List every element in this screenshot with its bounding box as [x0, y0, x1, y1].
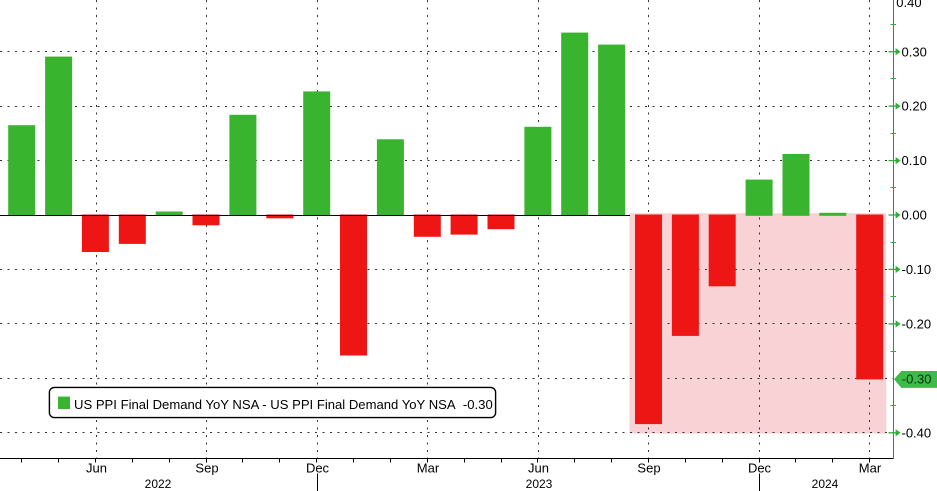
- svg-text:Dec: Dec: [748, 461, 772, 476]
- svg-text:Sep: Sep: [195, 461, 218, 476]
- svg-text:Jun: Jun: [86, 461, 107, 476]
- svg-text:Sep: Sep: [637, 461, 660, 476]
- svg-text:-0.30: -0.30: [902, 372, 932, 387]
- svg-text:2022: 2022: [145, 477, 172, 491]
- svg-text:US PPI Final Demand YoY NSA -: US PPI Final Demand YoY NSA - US PPI Fin…: [74, 397, 493, 412]
- svg-text:-0.40: -0.40: [902, 425, 932, 440]
- svg-text:-0.10: -0.10: [902, 262, 932, 277]
- svg-text:0.00: 0.00: [902, 208, 927, 223]
- svg-text:0.40: 0.40: [896, 0, 921, 10]
- svg-text:Mar: Mar: [417, 461, 440, 476]
- svg-text:Mar: Mar: [859, 461, 882, 476]
- svg-text:2023: 2023: [526, 477, 553, 491]
- svg-text:0.10: 0.10: [902, 153, 927, 168]
- svg-text:0.30: 0.30: [902, 44, 927, 59]
- svg-text:Jun: Jun: [528, 461, 549, 476]
- svg-text:Dec: Dec: [306, 461, 330, 476]
- svg-text:0.20: 0.20: [902, 99, 927, 114]
- svg-text:-0.20: -0.20: [902, 317, 932, 332]
- svg-text:2024: 2024: [812, 477, 839, 491]
